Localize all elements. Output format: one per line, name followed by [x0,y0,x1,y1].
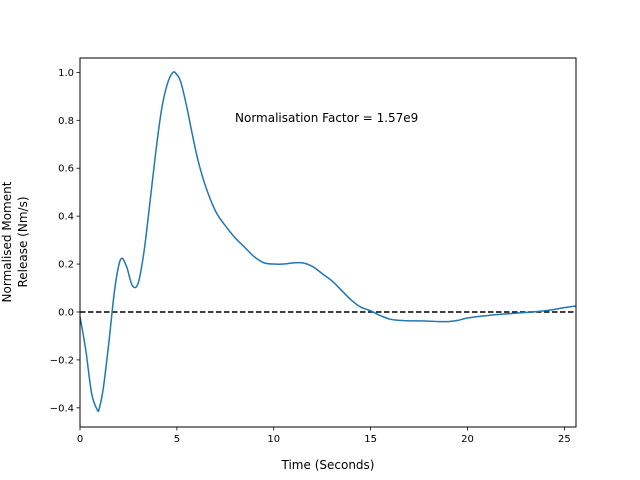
x-tick-label: 20 [461,434,474,445]
plot-frame [79,57,577,428]
y-axis-label: Normalised Moment Release (Nm/s) [0,181,30,302]
x-axis-label: Time (Seconds) [281,458,375,472]
y-tick-label: 0.2 [58,260,74,271]
x-tick-label: 0 [77,434,83,445]
plot-background [80,58,576,427]
y-tick-label: 0.8 [58,116,74,127]
y-axis-label-line-2: Release (Nm/s) [16,196,30,287]
y-tick-label: 0.4 [58,212,74,223]
normalisation-annotation: Normalisation Factor = 1.57e9 [235,111,418,125]
x-tick-label: 25 [558,434,571,445]
x-tick-label: 10 [267,434,280,445]
y-tick-label: −0.4 [50,403,74,414]
y-tick-label: 0.6 [58,164,74,175]
x-ticks: 0 5 10 15 20 25 [77,427,571,445]
series-line-0 [79,71,577,413]
y-tick-label: 1.0 [58,68,74,79]
x-tick-label: 15 [364,434,377,445]
y-tick-label: 0.0 [58,307,74,318]
y-axis-label-line-1: Normalised Moment [0,181,14,302]
series-layer [79,71,577,413]
x-tick-label: 5 [174,434,180,445]
y-tick-label: −0.2 [50,355,74,366]
y-ticks: −0.4 −0.2 0.0 0.2 0.4 0.6 0.8 1.0 [50,68,80,414]
